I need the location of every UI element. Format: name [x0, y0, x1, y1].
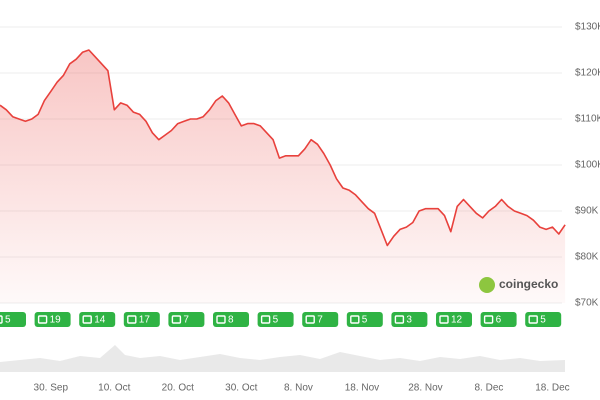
badge-icon — [171, 315, 182, 324]
news-badge: 14 — [79, 312, 116, 327]
badge-count: 19 — [50, 315, 62, 326]
volume-area — [0, 345, 565, 372]
x-tick-label: 18. Dec — [535, 383, 569, 394]
badge-icon — [82, 315, 92, 324]
x-tick-label: 8. Dec — [474, 383, 503, 394]
badge-icon — [483, 315, 494, 324]
news-badge: 8 — [213, 312, 249, 327]
y-tick-label: $90K — [575, 206, 599, 217]
x-tick-label: 30. Oct — [225, 383, 257, 394]
news-badge: 7 — [302, 312, 339, 327]
y-tick-label: $130K — [575, 22, 600, 33]
news-badge: 6 — [480, 312, 517, 327]
badge-count: 6 — [496, 315, 502, 326]
news-badge: 5 — [525, 312, 562, 327]
x-tick-label: 8. Nov — [284, 383, 313, 394]
badge-icon — [439, 315, 449, 324]
badge-count: 14 — [94, 315, 106, 326]
watermark-logo — [479, 277, 495, 293]
news-badge: 7 — [168, 312, 205, 327]
badge-icon — [37, 315, 48, 324]
x-tick-label: 10. Oct — [98, 383, 130, 394]
price-line — [0, 49, 566, 247]
badge-count: 5 — [362, 315, 368, 326]
news-badge: 19 — [34, 312, 71, 327]
x-tick-label: 30. Sep — [34, 383, 69, 394]
badge-icon — [350, 315, 360, 324]
badge-icon — [216, 315, 226, 324]
watermark-text: coingecko — [499, 277, 558, 291]
area-fill — [0, 50, 566, 303]
badge-count: 3 — [406, 315, 412, 326]
badge-count: 5 — [273, 315, 279, 326]
news-badge: 5 — [257, 312, 294, 327]
badge-icon — [394, 315, 405, 324]
news-badge: 17 — [123, 312, 160, 327]
badge-box — [0, 312, 26, 327]
badge-icon — [305, 315, 315, 324]
badge-icon — [528, 315, 538, 324]
badge-count: 7 — [317, 315, 323, 326]
badge-count: 17 — [139, 315, 151, 326]
news-badge: 5 — [0, 312, 26, 327]
badge-icon — [127, 315, 137, 324]
y-tick-label: $70K — [575, 298, 599, 309]
badge-count: 8 — [228, 315, 234, 326]
badge-count: 12 — [451, 315, 463, 326]
badge-count: 5 — [540, 315, 546, 326]
news-badge: 3 — [391, 312, 428, 327]
y-tick-label: $100K — [575, 160, 600, 171]
x-tick-label: 28. Nov — [408, 383, 442, 394]
watermark: coingecko — [479, 277, 558, 293]
y-tick-label: $120K — [575, 68, 600, 79]
badge-icon — [0, 315, 3, 324]
badge-icon — [260, 315, 271, 324]
news-badge: 5 — [346, 312, 383, 327]
news-badge: 12 — [436, 312, 472, 327]
badge-count: 7 — [183, 315, 189, 326]
x-tick-label: 20. Oct — [162, 383, 194, 394]
y-tick-label: $80K — [575, 252, 599, 263]
y-tick-label: $110K — [575, 114, 600, 125]
badge-count: 5 — [5, 315, 11, 326]
x-tick-label: 18. Nov — [345, 383, 379, 394]
